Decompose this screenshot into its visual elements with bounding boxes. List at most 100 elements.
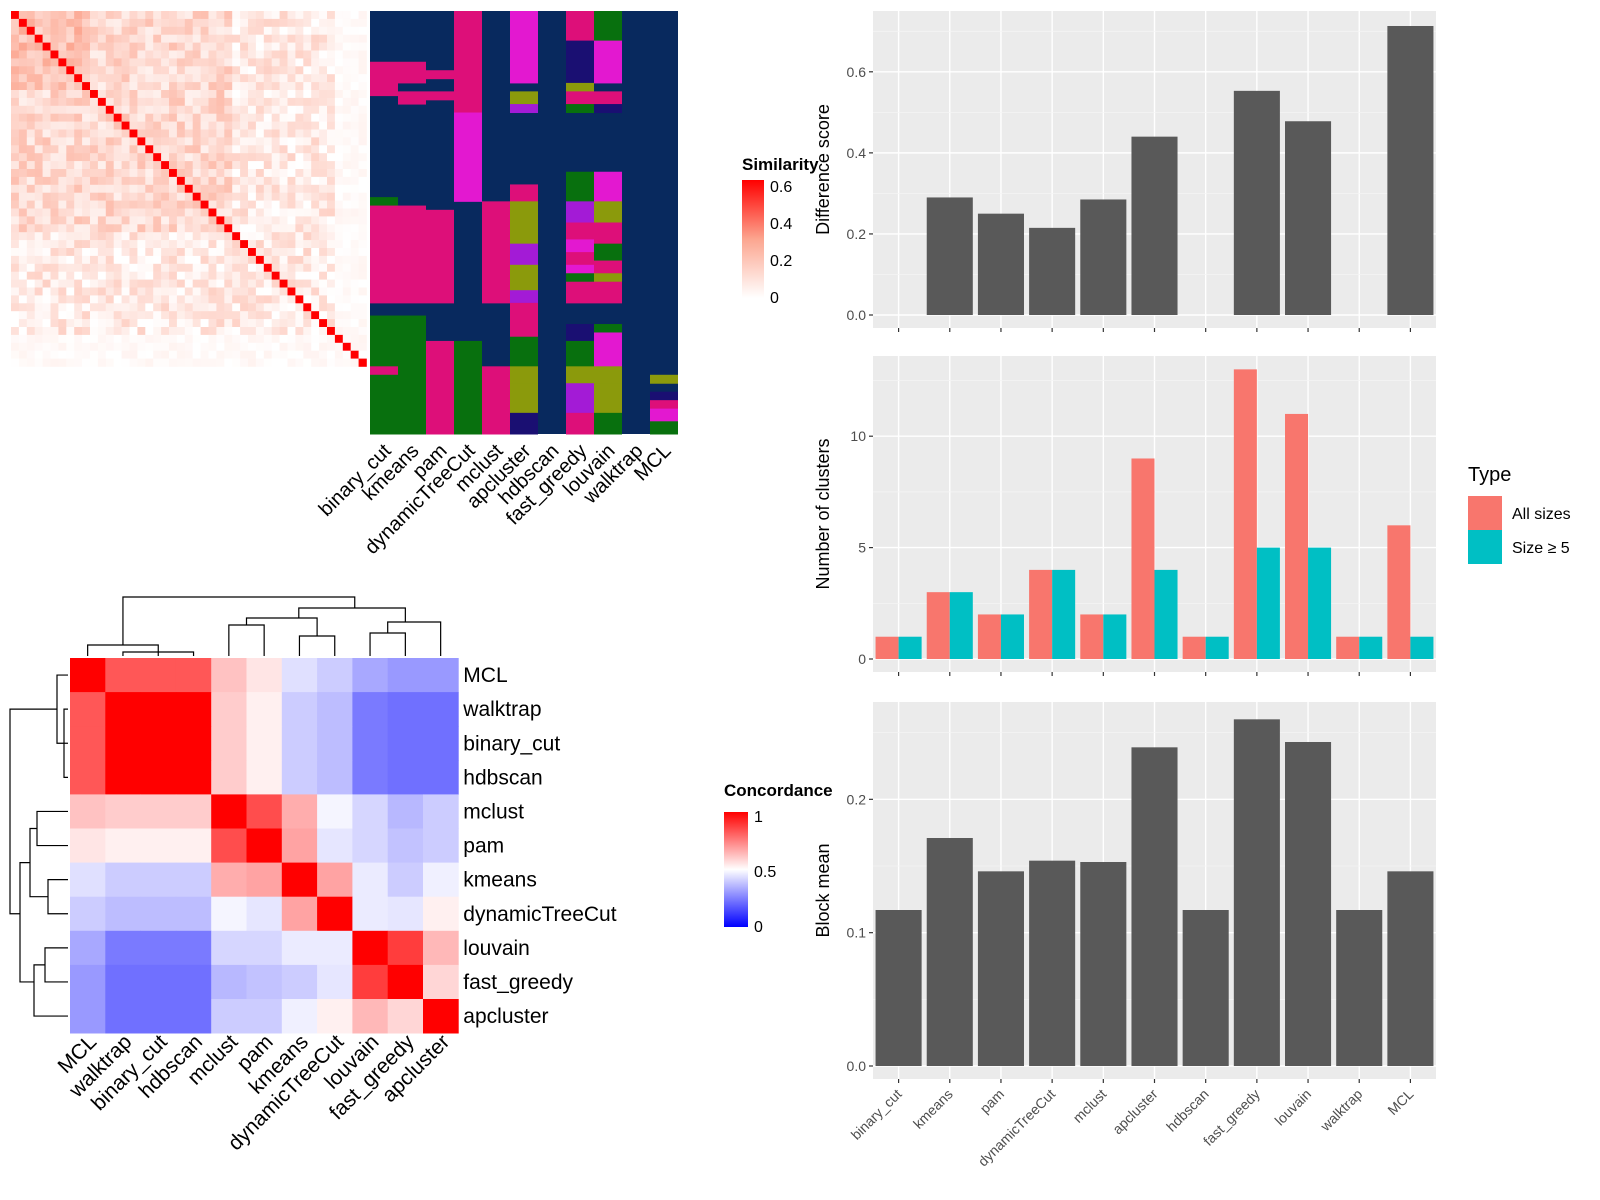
heatmap-cell — [137, 319, 146, 328]
heatmap-cell — [279, 287, 288, 296]
concordance-cell — [105, 828, 141, 863]
heatmap-cell — [50, 240, 59, 249]
heatmap-cell — [74, 303, 83, 312]
heatmap-cell — [334, 255, 344, 265]
heatmap-cell — [74, 342, 83, 351]
heatmap-cell — [137, 192, 146, 201]
heatmap-cell — [74, 90, 83, 99]
heatmap-cell — [327, 34, 336, 43]
concordance-cell — [387, 760, 424, 795]
heatmap-cell — [295, 350, 304, 359]
heatmap-cell — [42, 26, 51, 35]
heatmap-cell — [58, 295, 67, 304]
heatmap-cell — [342, 287, 351, 296]
heatmap-cell — [18, 350, 28, 359]
bar — [1080, 862, 1127, 1066]
heatmap-cell — [153, 66, 162, 75]
heatmap-cell — [26, 334, 35, 344]
heatmap-cell — [11, 224, 20, 233]
heatmap-cell — [224, 263, 233, 272]
heatmap-cell — [334, 208, 344, 217]
heatmap-cell — [184, 50, 193, 59]
heatmap-cell — [153, 58, 162, 67]
heatmap-cell — [153, 358, 162, 367]
heatmap-cell — [350, 240, 359, 249]
heatmap-cell — [358, 295, 367, 304]
heatmap-cell — [287, 26, 296, 35]
heatmap-cell — [82, 271, 91, 280]
heatmap-cell — [11, 287, 20, 296]
heatmap-cell — [18, 263, 28, 272]
heatmap-cell — [271, 176, 280, 186]
heatmap-cell — [145, 319, 154, 328]
heatmap-cell — [327, 303, 336, 312]
x-tick-label: binary_cut — [848, 1086, 905, 1143]
strip-block — [370, 205, 398, 304]
heatmap-cell — [255, 66, 265, 75]
heatmap-cell — [303, 66, 312, 75]
heatmap-cell — [50, 248, 59, 257]
heatmap-cell — [161, 50, 170, 59]
heatmap-cell — [248, 208, 257, 217]
heatmap-cell — [334, 58, 344, 67]
heatmap-cell — [42, 224, 51, 233]
heatmap-cell — [82, 66, 91, 75]
heatmap-cell — [121, 153, 130, 162]
heatmap-cell — [184, 26, 193, 35]
heatmap-cell — [169, 327, 178, 336]
heatmap-cell — [224, 105, 233, 114]
heatmap-cell — [319, 327, 328, 336]
heatmap-cell — [121, 82, 130, 91]
heatmap-cell — [358, 82, 367, 91]
heatmap-cell — [248, 169, 257, 178]
heatmap-cell — [208, 295, 217, 304]
heatmap-cell — [224, 137, 233, 146]
heatmap-cell — [137, 176, 146, 186]
heatmap-cell — [97, 350, 107, 359]
heatmap-cell — [350, 11, 359, 20]
heatmap-cell — [240, 42, 249, 51]
heatmap-cell — [216, 42, 225, 51]
heatmap-cell — [176, 271, 186, 280]
concordance-cell — [317, 896, 353, 932]
heatmap-cell — [271, 42, 280, 51]
heatmap-cell — [18, 42, 28, 51]
heatmap-cell — [26, 42, 35, 51]
heatmap-cell — [18, 153, 28, 162]
heatmap-cell — [18, 184, 28, 193]
bar — [926, 838, 973, 1066]
heatmap-cell — [184, 271, 193, 280]
heatmap-cell — [263, 240, 272, 249]
heatmap-cell — [192, 248, 201, 257]
concordance-cell — [211, 999, 247, 1034]
heatmap-cell — [232, 342, 241, 351]
heatmap-cell — [82, 287, 91, 296]
heatmap-cell — [303, 342, 312, 351]
heatmap-cell — [216, 105, 225, 114]
heatmap-cell — [311, 327, 320, 336]
heatmap-cell — [97, 145, 107, 154]
heatmap-cell — [255, 271, 265, 280]
heatmap-cell — [74, 97, 83, 107]
heatmap-cell — [97, 334, 107, 344]
heatmap-cell — [42, 232, 51, 241]
heatmap-cell — [50, 334, 59, 344]
heatmap-cell — [137, 295, 146, 304]
heatmap-cell — [287, 66, 296, 75]
heatmap-cell — [74, 358, 83, 367]
heatmap-cell — [50, 97, 59, 107]
heatmap-cell — [58, 161, 67, 170]
heatmap-cell — [34, 97, 43, 107]
bar — [898, 636, 922, 659]
concordance-cell — [175, 862, 212, 898]
heatmap-cell — [255, 311, 265, 320]
heatmap-cell — [82, 82, 91, 91]
heatmap-cell — [350, 342, 359, 351]
concordance-cell — [211, 896, 247, 932]
heatmap-cell — [66, 161, 75, 170]
strip-block — [510, 366, 538, 384]
heatmap-cell — [303, 137, 312, 146]
heatmap-cell — [82, 200, 91, 209]
strip-block — [566, 366, 594, 384]
heatmap-cell — [18, 82, 28, 91]
